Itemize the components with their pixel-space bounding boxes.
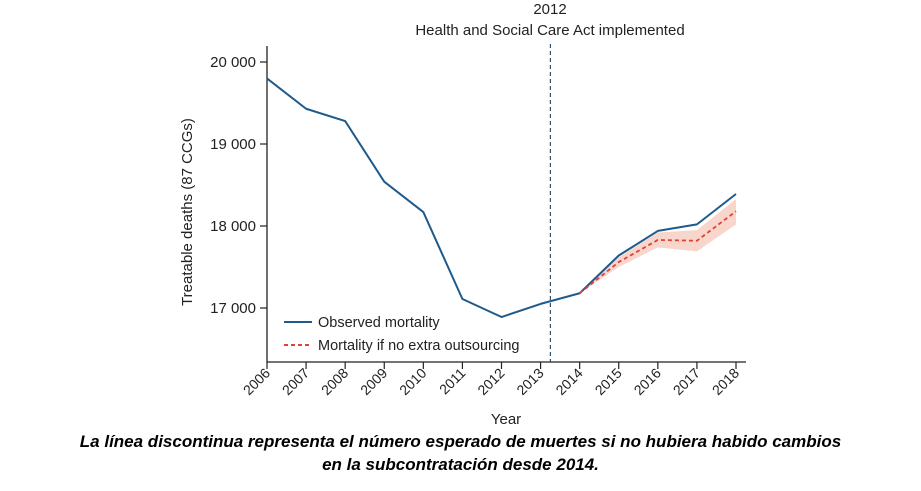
annotation-text: Health and Social Care Act implemented — [415, 22, 684, 39]
x-tick-label: 2009 — [357, 365, 390, 398]
x-tick-label: 2010 — [396, 365, 429, 398]
x-tick-label: 2012 — [474, 365, 507, 398]
x-tick-label: 2015 — [592, 365, 625, 398]
counterfactual-mortality-line — [579, 210, 737, 294]
y-tick-label: 17 000 — [210, 300, 256, 317]
y-tick-label: 19 000 — [210, 136, 256, 153]
x-tick-label: 2006 — [240, 365, 273, 398]
confidence-band — [579, 198, 736, 294]
y-tick-label: 18 000 — [210, 218, 256, 235]
y-axis-title: Treatable deaths (87 CCGs) — [179, 118, 196, 306]
x-tick-label: 2007 — [279, 365, 312, 398]
annotation-year: 2012 — [533, 1, 566, 18]
x-tick-label: 2011 — [436, 365, 469, 398]
x-tick-label: 2013 — [513, 365, 546, 398]
x-tick-label: 2014 — [552, 365, 585, 398]
legend-observed-label: Observed mortality — [318, 315, 440, 331]
x-axis-title: Year — [491, 411, 521, 425]
y-tick-label: 20 000 — [210, 54, 256, 71]
legend-counterfactual-label: Mortality if no extra outsourcing — [318, 338, 519, 354]
x-tick-label: 2016 — [631, 365, 664, 398]
x-tick-label: 2018 — [709, 365, 742, 398]
caption-line-1: La línea discontinua representa el númer… — [79, 432, 842, 451]
caption-line-2: en la subcontratación desde 2014. — [322, 455, 599, 474]
x-tick-label: 2008 — [318, 365, 351, 398]
observed-mortality-line — [266, 77, 737, 319]
treatable-deaths-chart: 17 000 18 000 19 000 20 000 2006 2007 2008 2009… — [179, 1, 746, 425]
x-tick-label: 2017 — [670, 365, 703, 398]
